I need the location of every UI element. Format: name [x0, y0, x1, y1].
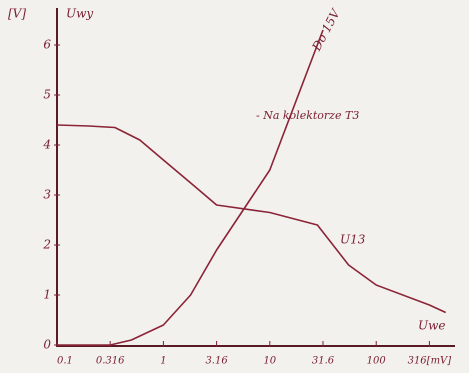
x-tick-label: 31.6 — [312, 356, 335, 367]
y-tick-label: 2 — [42, 238, 51, 252]
annotation: - Na kolektorze T3 — [256, 109, 359, 122]
y-tick-label: 5 — [43, 88, 51, 102]
x-tick-label: 10 — [263, 356, 276, 367]
series-line — [57, 29, 324, 346]
series-label: U13 — [340, 233, 366, 247]
x-tick-label: 316[mV] — [408, 356, 452, 367]
y-tick-label: 4 — [42, 138, 51, 152]
y-tick-label: 6 — [43, 38, 51, 52]
series-line — [56, 124, 447, 314]
x-tick-label: 100 — [367, 356, 387, 367]
x-tick-label: 1 — [160, 356, 166, 367]
x-tick-label: 0.1 — [57, 356, 73, 367]
series-label: Do 15V — [309, 6, 343, 54]
x-axis-label: Uwe — [418, 319, 446, 333]
y-tick-label: 3 — [43, 188, 51, 202]
y-tick-label: 0 — [43, 338, 51, 352]
y-tick-label: 1 — [43, 288, 51, 302]
y-axis-label: Uwy — [66, 7, 93, 21]
x-tick-label: 3.16 — [205, 356, 228, 367]
y-unit: [V] — [8, 7, 26, 21]
x-tick-label: 0.316 — [96, 356, 125, 367]
